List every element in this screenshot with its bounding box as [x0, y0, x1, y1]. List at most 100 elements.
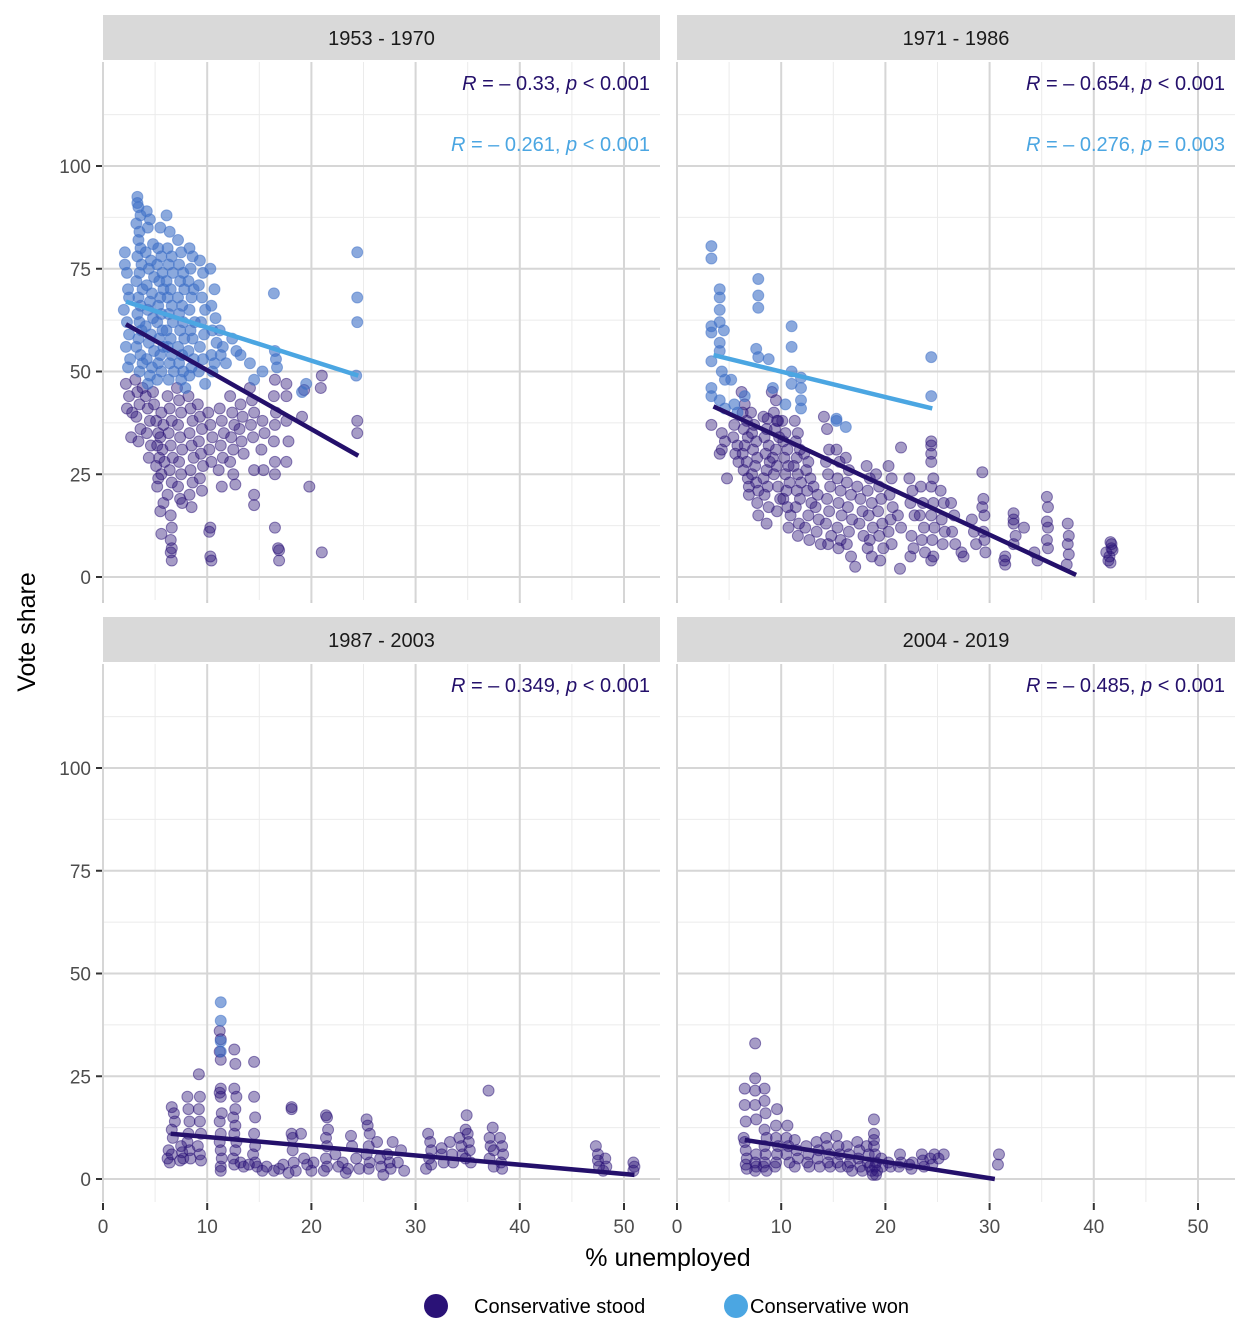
point-conservative-stood [738, 1099, 751, 1112]
point-conservative-stood [758, 488, 771, 501]
x-tick-label: 0 [672, 1217, 683, 1238]
point-conservative-won [705, 240, 718, 253]
point-conservative-stood [164, 509, 177, 522]
point-conservative-stood [314, 381, 327, 394]
point-conservative-stood [248, 1055, 261, 1068]
point-conservative-won [133, 365, 146, 378]
point-conservative-won [214, 1035, 227, 1048]
point-conservative-stood [926, 534, 939, 547]
point-conservative-stood [214, 1164, 227, 1177]
y-tick-label: 0 [80, 568, 91, 589]
point-conservative-stood [248, 406, 261, 419]
point-conservative-stood [125, 431, 138, 444]
point-conservative-stood [895, 441, 908, 454]
point-conservative-stood [183, 427, 196, 440]
point-conservative-stood [187, 451, 200, 464]
point-conservative-stood [257, 464, 270, 477]
point-conservative-stood [957, 550, 970, 563]
point-conservative-won [195, 291, 208, 304]
point-conservative-stood [841, 501, 854, 514]
regression-line-stood [712, 404, 1078, 577]
point-conservative-stood [268, 455, 281, 468]
point-conservative-stood [760, 517, 773, 530]
point-conservative-stood [260, 1160, 273, 1173]
point-conservative-stood [771, 1103, 784, 1116]
point-conservative-stood [998, 554, 1011, 567]
point-conservative-stood [809, 501, 822, 514]
point-conservative-stood [842, 525, 855, 538]
point-conservative-stood [205, 554, 218, 567]
y-tick-label: 0 [80, 1170, 91, 1191]
point-conservative-stood [904, 550, 917, 563]
point-conservative-won [713, 291, 726, 304]
point-conservative-stood [350, 1152, 363, 1165]
point-conservative-stood [154, 505, 167, 518]
point-conservative-stood [999, 550, 1012, 563]
points [161, 996, 641, 1181]
point-conservative-stood [227, 468, 240, 481]
point-conservative-stood [721, 472, 734, 485]
point-conservative-stood [771, 505, 784, 518]
correlation-annotation-stood: R = – 0.349, p < 0.001 [451, 675, 650, 697]
point-conservative-won [130, 275, 143, 288]
point-conservative-stood [486, 1121, 499, 1134]
point-conservative-won [785, 340, 798, 353]
point-conservative-stood [164, 439, 177, 452]
point-conservative-stood [913, 509, 926, 522]
point-conservative-stood [363, 1127, 376, 1140]
point-conservative-stood [788, 1160, 801, 1173]
point-conservative-stood [788, 414, 801, 427]
facet-strip [103, 15, 660, 60]
point-conservative-stood [705, 418, 718, 431]
point-conservative-stood [237, 447, 250, 460]
point-conservative-stood [213, 402, 226, 415]
point-conservative-stood [161, 488, 174, 501]
point-conservative-stood [867, 1127, 880, 1140]
point-conservative-stood [937, 1148, 950, 1161]
point-conservative-stood [792, 517, 805, 530]
point-conservative-stood [255, 443, 268, 456]
point-conservative-won [183, 303, 196, 316]
point-conservative-won [351, 316, 364, 329]
point-conservative-stood [857, 529, 870, 542]
point-conservative-won [794, 381, 807, 394]
panel-2: 1971 - 1986 R = – 0.654, p < 0.001 R = – 0… [676, 15, 1235, 600]
point-conservative-stood [882, 525, 895, 538]
point-conservative-won [717, 324, 730, 337]
point-conservative-stood [978, 509, 991, 522]
point-conservative-stood [244, 418, 257, 431]
point-conservative-stood [294, 1127, 307, 1140]
point-conservative-won [219, 357, 232, 370]
point-conservative-stood [184, 464, 197, 477]
point-conservative-stood [893, 562, 906, 575]
point-conservative-stood [1040, 490, 1053, 503]
point-conservative-stood [788, 1133, 801, 1146]
point-conservative-stood [872, 505, 885, 518]
point-conservative-stood [905, 529, 918, 542]
legend-key-stood [424, 1294, 448, 1318]
point-conservative-stood [781, 1119, 794, 1132]
point-conservative-stood [341, 1162, 354, 1175]
point-conservative-stood [353, 1162, 366, 1175]
point-conservative-won [117, 303, 130, 316]
point-conservative-stood [227, 443, 240, 456]
point-conservative-won [705, 326, 718, 339]
point-conservative-stood [840, 476, 853, 489]
point-conservative-stood [925, 447, 938, 460]
point-conservative-stood [771, 414, 784, 427]
point-conservative-stood [885, 538, 898, 551]
point-conservative-stood [213, 1086, 226, 1099]
point-conservative-stood [1007, 507, 1020, 520]
point-conservative-won [752, 273, 765, 286]
point-conservative-stood [1041, 501, 1054, 514]
legend-label-stood: Conservative stood [474, 1296, 645, 1318]
point-conservative-stood [192, 1103, 205, 1116]
point-conservative-stood [204, 521, 217, 534]
point-conservative-stood [925, 554, 938, 567]
point-conservative-stood [774, 492, 787, 505]
point-conservative-stood [163, 402, 176, 415]
point-conservative-stood [803, 534, 816, 547]
x-tick-label: 20 [301, 1217, 322, 1238]
point-conservative-stood [895, 521, 908, 534]
point-conservative-stood [362, 1162, 375, 1175]
